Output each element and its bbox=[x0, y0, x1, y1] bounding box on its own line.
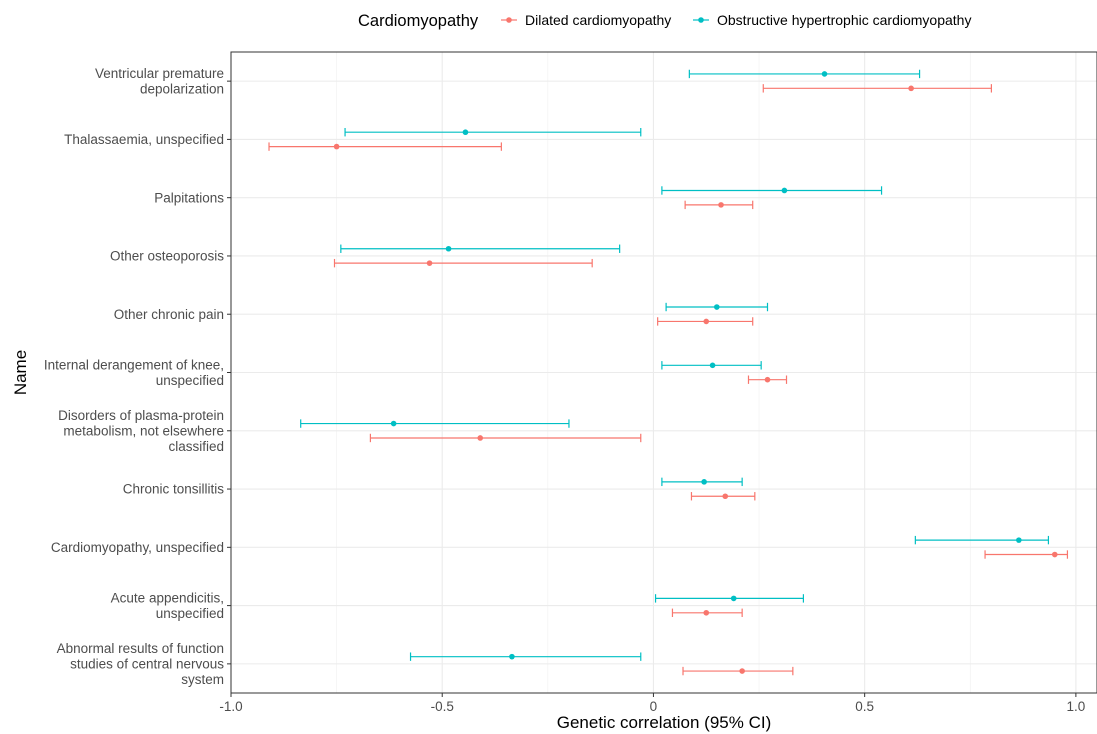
x-tick-label: 0 bbox=[650, 699, 658, 714]
point-estimate bbox=[703, 318, 710, 325]
y-tick-label: Palpitations bbox=[154, 190, 224, 205]
point-estimate bbox=[709, 362, 716, 369]
y-tick-label: Internal derangement of knee, unspecified bbox=[44, 357, 224, 388]
legend-entry: Dilated cardiomyopathy bbox=[501, 12, 671, 28]
point-estimate bbox=[462, 129, 469, 136]
point-estimate bbox=[509, 653, 515, 660]
point-estimate bbox=[821, 71, 828, 77]
x-tick-label: 0.5 bbox=[855, 699, 874, 714]
y-tick-label: Thalassaemia, unspecified bbox=[64, 132, 224, 147]
point-estimate bbox=[333, 143, 340, 150]
legend-key-point bbox=[698, 17, 704, 23]
y-tick-label: Disorders of plasma-protein metabolism, n… bbox=[58, 408, 224, 454]
point-estimate bbox=[764, 376, 771, 383]
major-gridlines bbox=[230, 52, 1097, 693]
point-estimate bbox=[477, 435, 484, 441]
y-axis-title: Name bbox=[11, 350, 30, 395]
x-tick-label: -0.5 bbox=[431, 699, 454, 714]
y-tick-label: Other osteoporosis bbox=[110, 249, 224, 264]
series-obstructive-hypertrophic-cardiomyopathy bbox=[300, 69, 1050, 661]
x-tick-label: 1.0 bbox=[1066, 699, 1085, 714]
y-axis: Ventricular premature depolarization Thala… bbox=[44, 66, 231, 687]
point-estimate bbox=[701, 479, 707, 485]
x-axis: -1.0 -0.5 0 0.5 1.0 bbox=[219, 693, 1085, 714]
y-tick-label: Abnormal results of function studies of c… bbox=[57, 641, 225, 687]
legend-label: Dilated cardiomyopathy bbox=[525, 12, 671, 28]
point-estimate bbox=[426, 260, 433, 266]
point-estimate bbox=[1016, 537, 1022, 543]
legend-key-point bbox=[506, 17, 512, 23]
legend-title: Cardiomyopathy bbox=[358, 12, 479, 30]
x-tick-label: -1.0 bbox=[219, 699, 242, 714]
point-estimate bbox=[908, 85, 914, 92]
point-estimate bbox=[718, 202, 724, 208]
legend-label: Obstructive hypertrophic cardiomyopathy bbox=[717, 12, 971, 28]
point-estimate bbox=[714, 304, 720, 310]
point-estimate bbox=[722, 493, 729, 500]
data-marks bbox=[268, 69, 1069, 676]
point-estimate bbox=[739, 668, 745, 674]
y-tick-label: Chronic tonsillitis bbox=[123, 482, 225, 497]
y-tick-label: Cardiomyopathy, unspecified bbox=[51, 540, 224, 555]
y-tick-label: Ventricular premature depolarization bbox=[95, 66, 224, 97]
legend: Cardiomyopathy Dilated cardiomyopathy Obs… bbox=[358, 12, 971, 30]
y-tick-label: Other chronic pain bbox=[114, 307, 224, 322]
point-estimate bbox=[1051, 551, 1058, 558]
series-dilated-cardiomyopathy bbox=[268, 84, 1069, 676]
y-tick-label: Acute appendicitis, unspecified bbox=[111, 590, 224, 621]
point-estimate bbox=[703, 609, 710, 616]
point-estimate bbox=[730, 595, 737, 602]
point-estimate bbox=[390, 420, 397, 427]
legend-entry: Obstructive hypertrophic cardiomyopathy bbox=[693, 12, 971, 28]
x-axis-title: Genetic correlation (95% CI) bbox=[557, 713, 771, 732]
point-estimate bbox=[781, 187, 788, 194]
point-estimate bbox=[445, 245, 452, 252]
